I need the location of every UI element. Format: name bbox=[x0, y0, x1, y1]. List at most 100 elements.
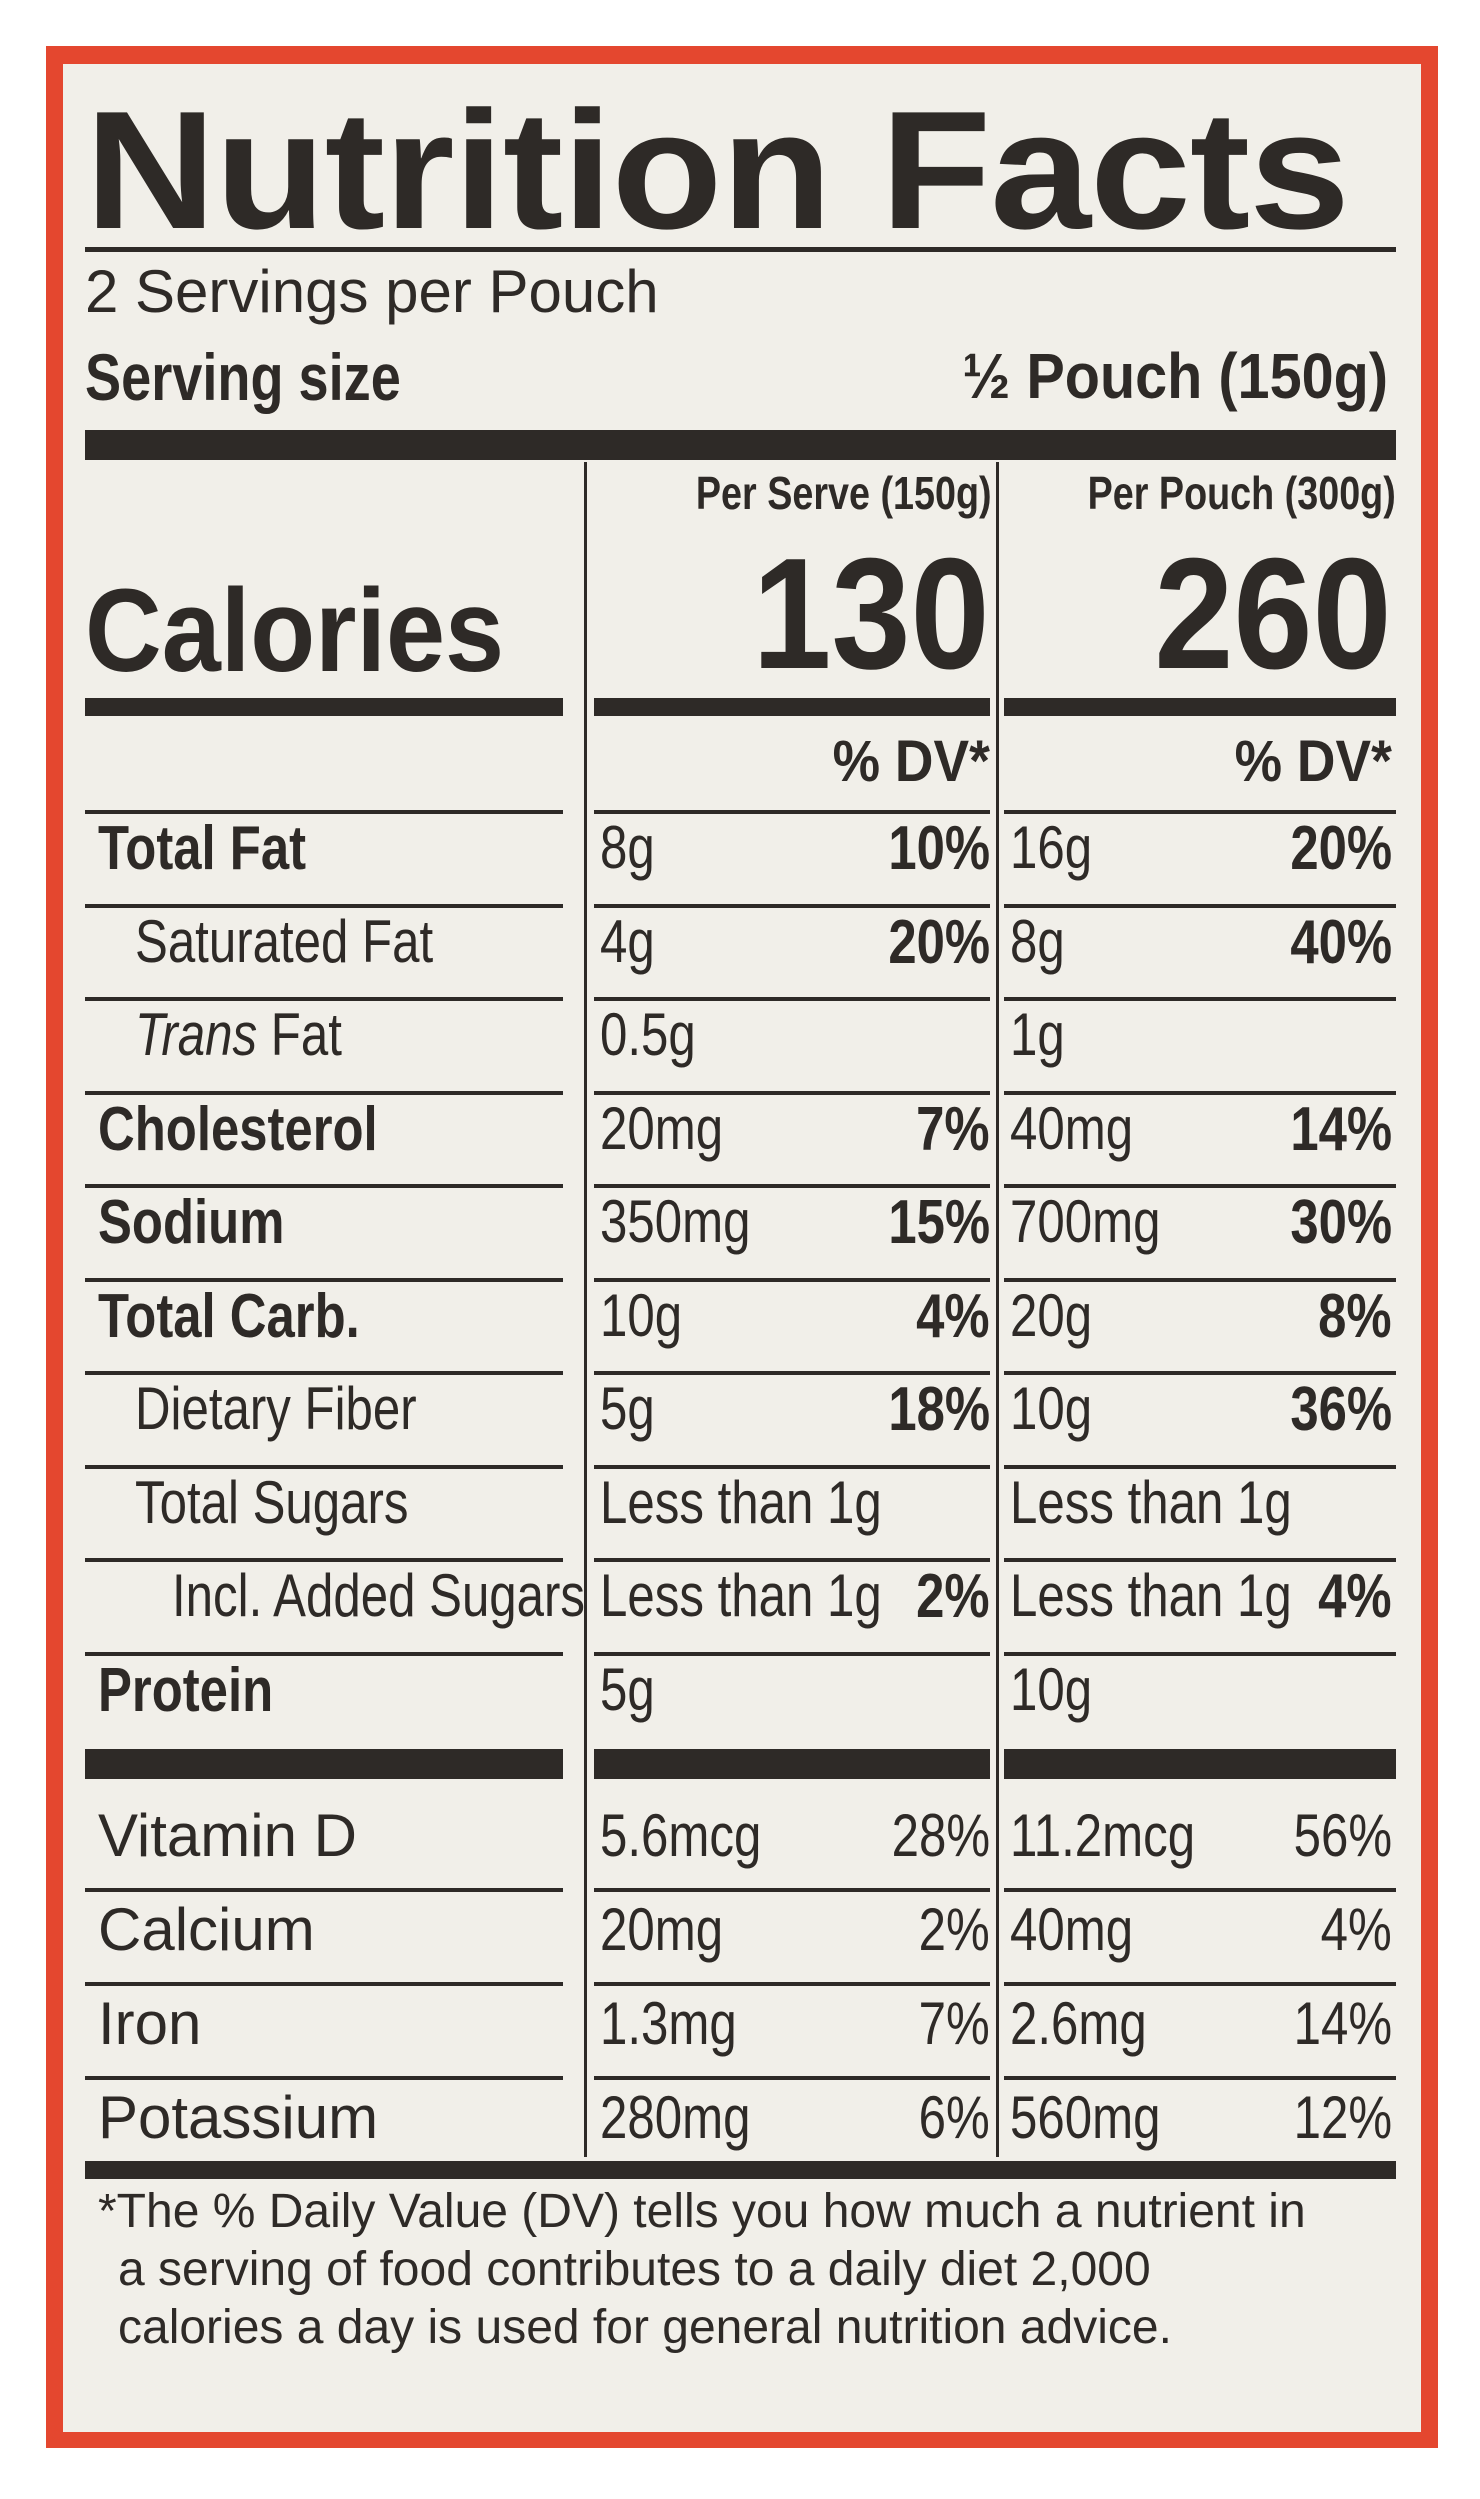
row-divider bbox=[594, 2076, 990, 2080]
vitamin-name: Potassium bbox=[98, 2084, 379, 2151]
row-divider bbox=[85, 1091, 563, 1095]
row-divider bbox=[1004, 1371, 1396, 1375]
dv-per-serve: 10% bbox=[888, 814, 990, 883]
amount-per-pouch: 20g bbox=[1010, 1282, 1093, 1349]
row-divider bbox=[85, 1371, 563, 1375]
row-divider bbox=[1004, 2076, 1396, 2080]
nutrient-name-text: Saturated Fat bbox=[135, 908, 434, 975]
thick-divider bbox=[85, 1749, 563, 1779]
dv-per-serve: 15% bbox=[888, 1188, 990, 1257]
vitamin-name: Calcium bbox=[98, 1896, 315, 1963]
row-divider bbox=[594, 1371, 990, 1375]
thick-divider bbox=[85, 698, 563, 716]
amount-per-serve: 350mg bbox=[600, 1188, 751, 1255]
row-divider bbox=[1004, 1091, 1396, 1095]
thick-divider bbox=[1004, 1749, 1396, 1779]
footnote-line-1: *The % Daily Value (DV) tells you how mu… bbox=[98, 2185, 1306, 2238]
vitamin-dv-per-pouch: 12% bbox=[1293, 2084, 1392, 2151]
nutrient-name: Saturated Fat bbox=[135, 912, 433, 972]
row-divider bbox=[85, 810, 563, 814]
dv-header-per-serve: % DV* bbox=[832, 729, 990, 794]
amount-per-serve: 4g bbox=[600, 908, 655, 975]
nutrient-name-text: Total Fat bbox=[98, 814, 307, 883]
amount-per-serve: 5g bbox=[600, 1375, 655, 1442]
calories-per-serve: 130 bbox=[752, 526, 990, 702]
row-divider bbox=[594, 1558, 990, 1562]
amount-per-pouch: Less than 1g bbox=[1010, 1562, 1292, 1629]
nutrient-name-prefix: Trans bbox=[135, 1001, 258, 1068]
nutrient-name: Dietary Fiber bbox=[135, 1379, 417, 1439]
serving-size-label: Serving size bbox=[85, 340, 401, 414]
nutrient-name-text: Sodium bbox=[98, 1188, 285, 1257]
dv-per-serve: 4% bbox=[916, 1282, 990, 1351]
vitamin-dv-per-serve: 6% bbox=[918, 2084, 990, 2151]
vitamin-amount-per-serve: 5.6mcg bbox=[600, 1802, 762, 1869]
dv-per-serve: 20% bbox=[888, 908, 990, 977]
dv-header-per-pouch: % DV* bbox=[1234, 729, 1392, 794]
row-divider bbox=[594, 1184, 990, 1188]
row-divider bbox=[1004, 1278, 1396, 1282]
thick-divider bbox=[594, 698, 990, 716]
vitamin-dv-per-pouch: 56% bbox=[1293, 1802, 1392, 1869]
column-divider-left bbox=[584, 462, 587, 2157]
row-divider bbox=[1004, 1465, 1396, 1469]
row-divider bbox=[85, 997, 563, 1001]
row-divider bbox=[1004, 997, 1396, 1001]
row-divider bbox=[85, 1558, 563, 1562]
dv-per-pouch: 40% bbox=[1290, 908, 1392, 977]
row-divider bbox=[1004, 810, 1396, 814]
nutrient-name: Sodium bbox=[98, 1192, 284, 1254]
nutrient-name-text: Dietary Fiber bbox=[135, 1375, 417, 1442]
row-divider bbox=[85, 1184, 563, 1188]
vitamin-amount-per-pouch: 2.6mg bbox=[1010, 1990, 1147, 2057]
row-divider bbox=[85, 1278, 563, 1282]
vitamin-dv-per-pouch: 4% bbox=[1320, 1896, 1392, 1963]
nutrient-name-text: Cholesterol bbox=[98, 1095, 378, 1164]
amount-per-pouch: 8g bbox=[1010, 908, 1065, 975]
row-divider bbox=[1004, 1184, 1396, 1188]
row-divider bbox=[1004, 1652, 1396, 1656]
row-divider bbox=[85, 1888, 563, 1892]
nutrient-name-text: Protein bbox=[98, 1656, 274, 1725]
dv-per-pouch: 20% bbox=[1290, 814, 1392, 883]
amount-per-pouch: 10g bbox=[1010, 1375, 1093, 1442]
servings-per-container: 2 Servings per Pouch bbox=[85, 258, 659, 325]
dv-per-pouch: 8% bbox=[1318, 1282, 1392, 1351]
amount-per-pouch: Less than 1g bbox=[1010, 1469, 1292, 1536]
amount-per-pouch: 700mg bbox=[1010, 1188, 1161, 1255]
thick-divider bbox=[85, 430, 1396, 460]
row-divider bbox=[594, 997, 990, 1001]
footnote-line-3: calories a day is used for general nutri… bbox=[118, 2301, 1172, 2354]
row-divider bbox=[594, 810, 990, 814]
row-divider bbox=[1004, 904, 1396, 908]
nutrient-name: Total Carb. bbox=[98, 1286, 360, 1348]
vitamin-amount-per-pouch: 11.2mcg bbox=[1010, 1802, 1196, 1869]
footnote-line-2: a serving of food contributes to a daily… bbox=[118, 2243, 1151, 2296]
vitamin-dv-per-serve: 28% bbox=[891, 1802, 990, 1869]
vitamin-amount-per-pouch: 40mg bbox=[1010, 1896, 1134, 1963]
vitamin-name: Vitamin D bbox=[98, 1802, 357, 1869]
dv-per-pouch: 36% bbox=[1290, 1375, 1392, 1444]
nutrient-name: Cholesterol bbox=[98, 1099, 378, 1161]
dv-per-pouch: 4% bbox=[1318, 1562, 1392, 1631]
row-divider bbox=[594, 1278, 990, 1282]
amount-per-serve: 10g bbox=[600, 1282, 683, 1349]
nutrient-name: Incl. Added Sugars bbox=[172, 1566, 585, 1626]
calories-per-pouch: 260 bbox=[1154, 526, 1392, 702]
amount-per-pouch: 1g bbox=[1010, 1001, 1065, 1068]
row-divider bbox=[85, 1465, 563, 1469]
nutrient-name: Trans Fat bbox=[135, 1005, 342, 1065]
panel-title: Nutrition Facts bbox=[85, 76, 1350, 264]
row-divider bbox=[85, 904, 563, 908]
row-divider bbox=[594, 1982, 990, 1986]
amount-per-serve: 8g bbox=[600, 814, 655, 881]
dv-per-pouch: 14% bbox=[1290, 1095, 1392, 1164]
calories-label: Calories bbox=[85, 565, 505, 697]
nutrient-name: Total Fat bbox=[98, 818, 306, 880]
amount-per-pouch: 16g bbox=[1010, 814, 1093, 881]
amount-per-serve: Less than 1g bbox=[600, 1469, 882, 1536]
amount-per-pouch: 40mg bbox=[1010, 1095, 1134, 1162]
vitamin-amount-per-serve: 20mg bbox=[600, 1896, 724, 1963]
row-divider bbox=[594, 1465, 990, 1469]
footnote-divider bbox=[85, 2161, 1396, 2179]
